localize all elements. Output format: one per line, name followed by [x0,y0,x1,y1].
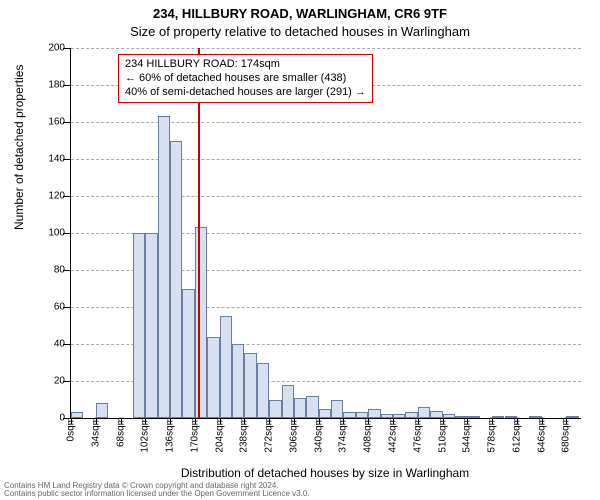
legend-line-2: ← 60% of detached houses are smaller (43… [125,72,366,86]
x-tick-label: 170sqm [189,417,200,453]
histogram-bar [319,409,331,418]
x-tick-label: 0sqm [66,417,77,441]
histogram-bar [158,116,170,418]
histogram-bar [294,398,306,418]
x-tick-label: 578sqm [487,417,498,453]
plot-area: 0204060801001201401601802000sqm34sqm68sq… [70,48,581,419]
histogram-bar [182,289,194,419]
gridline [71,196,581,197]
histogram-bar [368,409,380,418]
histogram-bar [405,412,417,418]
histogram-bar [244,353,256,418]
y-tick-label: 80 [54,265,65,276]
reference-line [198,48,200,418]
y-tick-label: 40 [54,339,65,350]
histogram-bar [356,412,368,418]
histogram-bar [232,344,244,418]
histogram-bar [443,414,455,418]
x-tick-label: 204sqm [214,417,225,453]
y-axis-label: Number of detached properties [12,65,26,230]
y-tick-label: 0 [59,413,65,424]
x-tick-label: 544sqm [462,417,473,453]
histogram-chart: 0204060801001201401601802000sqm34sqm68sq… [70,48,580,418]
footer-line-2: Contains public sector information licen… [4,490,310,498]
x-tick-label: 442sqm [388,417,399,453]
x-tick-label: 238sqm [239,417,250,453]
histogram-bar [381,414,393,418]
x-tick-label: 408sqm [363,417,374,453]
histogram-bar [220,316,232,418]
histogram-bar [282,385,294,418]
y-tick-label: 160 [48,117,65,128]
x-tick-label: 680sqm [561,417,572,453]
gridline [71,48,581,49]
histogram-bar [96,403,108,418]
histogram-bar [455,416,467,418]
x-tick-label: 306sqm [288,417,299,453]
histogram-bar [430,411,442,418]
y-tick-label: 100 [48,228,65,239]
histogram-bar [343,412,355,418]
histogram-bar [145,233,157,418]
x-tick-label: 102sqm [140,417,151,453]
x-tick-label: 374sqm [338,417,349,453]
x-tick-label: 476sqm [412,417,423,453]
y-tick-label: 60 [54,302,65,313]
x-tick-label: 646sqm [536,417,547,453]
x-tick-label: 612sqm [511,417,522,453]
gridline [71,159,581,160]
histogram-bar [207,337,219,418]
x-tick-label: 510sqm [437,417,448,453]
histogram-bar [133,233,145,418]
histogram-bar [195,227,207,418]
histogram-bar [257,363,269,419]
histogram-bar [71,412,83,418]
y-tick-label: 140 [48,154,65,165]
histogram-bar [170,141,182,419]
legend-line-1: 234 HILLBURY ROAD: 174sqm [125,58,366,72]
y-tick-label: 200 [48,43,65,54]
histogram-bar [505,416,517,418]
histogram-bar [467,416,479,418]
x-tick-label: 34sqm [90,417,101,447]
histogram-bar [566,416,578,418]
histogram-bar [529,416,541,418]
x-tick-label: 136sqm [165,417,176,453]
gridline [71,122,581,123]
histogram-bar [492,416,504,418]
histogram-bar [269,400,281,419]
legend-line-3: 40% of semi-detached houses are larger (… [125,86,366,100]
y-tick-label: 180 [48,80,65,91]
chart-title-sub: Size of property relative to detached ho… [0,24,600,39]
histogram-bar [306,396,318,418]
legend-box: 234 HILLBURY ROAD: 174sqm ← 60% of detac… [118,54,373,103]
histogram-bar [393,414,405,418]
footer-attribution: Contains HM Land Registry data © Crown c… [4,482,310,498]
chart-title-address: 234, HILLBURY ROAD, WARLINGHAM, CR6 9TF [0,6,600,21]
histogram-bar [418,407,430,418]
x-tick-label: 340sqm [313,417,324,453]
x-axis-label: Distribution of detached houses by size … [70,466,580,480]
x-tick-label: 68sqm [115,417,126,447]
y-tick-label: 120 [48,191,65,202]
x-tick-label: 272sqm [264,417,275,453]
histogram-bar [331,400,343,419]
y-tick-label: 20 [54,376,65,387]
